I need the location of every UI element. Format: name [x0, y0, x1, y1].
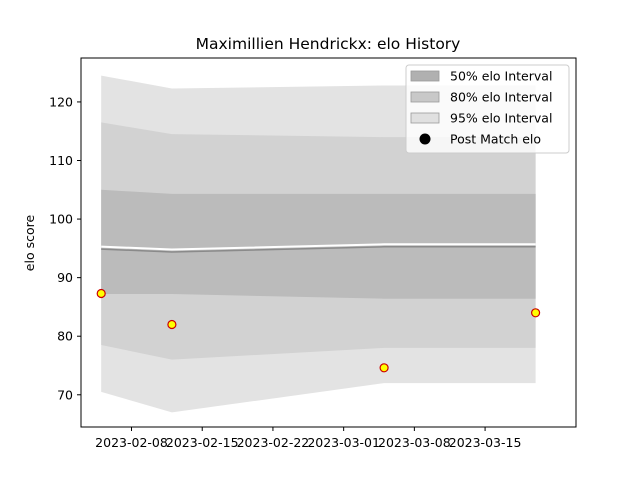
x-tick-label: 2023-03-15: [449, 435, 522, 450]
interval-band-2: [101, 189, 536, 299]
x-tick-label: 2023-03-01: [307, 435, 380, 450]
x-tick-label: 2023-03-08: [378, 435, 451, 450]
axes: 7080901001101202023-02-082023-02-152023-…: [49, 57, 577, 450]
legend: 50% elo Interval 80% elo Interval 95% elo …: [405, 64, 570, 154]
legend-label: Post Match elo: [450, 132, 541, 147]
legend-label: 95% elo Interval: [450, 111, 552, 126]
plot-area: [96, 75, 541, 413]
y-tick-label: 120: [49, 94, 73, 109]
y-tick-label: 100: [49, 212, 73, 227]
legend-swatch-0: [410, 70, 440, 82]
y-tick-label: 70: [57, 387, 73, 402]
legend-label: 80% elo Interval: [450, 90, 552, 105]
median-line-0: [101, 246, 536, 253]
legend-box: [405, 64, 570, 154]
y-tick-label: 110: [49, 153, 73, 168]
x-tick-label: 2023-02-15: [166, 435, 239, 450]
x-tick-label: 2023-02-08: [95, 435, 168, 450]
legend-marker-post-match: [419, 133, 431, 145]
post-match-point: [530, 308, 541, 318]
post-match-point: [167, 319, 177, 330]
legend-swatch-1: [410, 91, 440, 103]
y-tick-label: 80: [57, 329, 73, 344]
axes-frame: [80, 57, 577, 428]
post-match-point: [379, 363, 389, 373]
median-line-highlight-0: [101, 243, 536, 251]
legend-label: 50% elo Interval: [450, 69, 552, 84]
chart-title: Maximillien Hendrickx: elo History: [196, 35, 461, 53]
x-tick-label: 2023-02-22: [237, 435, 310, 450]
post-match-point: [96, 288, 106, 299]
y-tick-label: 90: [57, 270, 73, 285]
y-axis-label: elo score: [22, 215, 37, 272]
legend-swatch-2: [410, 112, 440, 124]
